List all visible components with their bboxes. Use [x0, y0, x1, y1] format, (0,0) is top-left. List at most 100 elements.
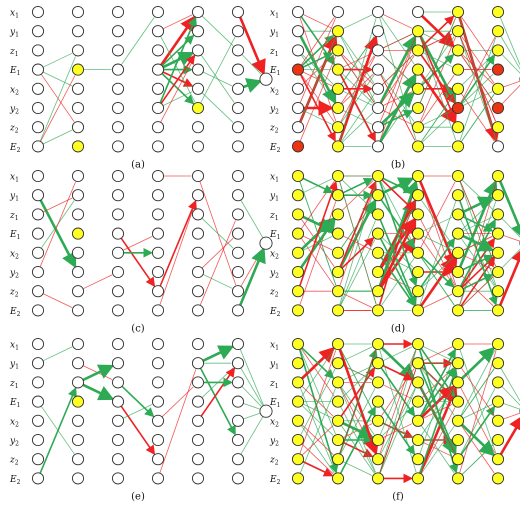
- neuron-node: [152, 377, 163, 388]
- input-label: E2: [9, 143, 21, 154]
- edge-negative: [40, 182, 75, 267]
- edge-negative: [500, 249, 520, 305]
- edge-positive: [202, 16, 233, 46]
- neuron-node: [452, 247, 463, 258]
- neuron-node: [72, 64, 83, 75]
- input-label: y2: [9, 269, 19, 280]
- neuron-node: [152, 170, 163, 181]
- neuron-node: [232, 434, 243, 445]
- neuron-node: [72, 286, 83, 297]
- neuron-node: [232, 396, 243, 407]
- neuron-node: [492, 209, 503, 220]
- neuron-node: [112, 286, 123, 297]
- neuron-node: [332, 286, 343, 297]
- neuron-node: [232, 266, 243, 277]
- neuron-node: [292, 102, 303, 113]
- neuron-node: [152, 122, 163, 133]
- neuron-node: [32, 434, 43, 445]
- edge-positive: [201, 368, 235, 434]
- neuron-node: [152, 64, 163, 75]
- input-label: E1: [9, 230, 20, 241]
- neuron-node: [32, 170, 43, 181]
- neuron-node: [452, 415, 463, 426]
- edge-positive: [201, 55, 234, 103]
- input-label: E1: [269, 398, 280, 409]
- neuron-node: [452, 102, 463, 113]
- neuron-node: [232, 358, 243, 369]
- edge-negative: [162, 387, 193, 417]
- neuron-node: [192, 473, 203, 484]
- neuron-node: [292, 170, 303, 181]
- edge-positive: [421, 239, 454, 287]
- neuron-node: [32, 377, 43, 388]
- neuron-node: [332, 454, 343, 465]
- neuron-node: [292, 64, 303, 75]
- neuron-node: [232, 209, 243, 220]
- neuron-node: [372, 45, 383, 56]
- neuron-node: [112, 358, 123, 369]
- neuron-node: [192, 338, 203, 349]
- neuron-node: [372, 26, 383, 37]
- edge-negative: [160, 201, 196, 305]
- neuron-node: [32, 305, 43, 316]
- input-label: E2: [269, 475, 281, 486]
- neuron-node: [412, 338, 423, 349]
- input-label: x2: [270, 249, 279, 260]
- neuron-node: [492, 190, 503, 201]
- neuron-node: [112, 64, 123, 75]
- input-label: y1: [9, 360, 19, 371]
- edge-negative: [83, 275, 112, 289]
- neuron-node: [372, 228, 383, 239]
- neuron-node: [152, 454, 163, 465]
- neuron-node: [372, 64, 383, 75]
- neuron-node: [412, 454, 423, 465]
- edge-positive: [301, 55, 334, 103]
- neuron-node: [412, 305, 423, 316]
- neuron-node: [32, 6, 43, 17]
- neuron-node: [292, 45, 303, 56]
- edge-negative: [201, 369, 234, 417]
- input-label: E2: [9, 307, 21, 318]
- neuron-node: [112, 434, 123, 445]
- neuron-node: [232, 338, 243, 349]
- edge-positive: [241, 368, 263, 406]
- neuron-node: [492, 141, 503, 152]
- neuron-node: [192, 26, 203, 37]
- neuron-node: [72, 415, 83, 426]
- neuron-node: [372, 83, 383, 94]
- neuron-node: [492, 64, 503, 75]
- neuron-node: [492, 228, 503, 239]
- input-label: x1: [10, 341, 19, 352]
- neuron-node: [372, 473, 383, 484]
- edge-negative: [343, 294, 372, 308]
- neuron-node: [232, 45, 243, 56]
- input-label: x1: [270, 173, 279, 184]
- input-label: y1: [9, 28, 19, 39]
- edge-positive: [341, 75, 374, 123]
- neuron-node: [292, 228, 303, 239]
- neuron-node: [412, 6, 423, 17]
- input-label: y2: [269, 437, 279, 448]
- neuron-node: [452, 454, 463, 465]
- neuron-node: [412, 102, 423, 113]
- panel-caption: (e): [131, 492, 145, 503]
- neuron-node: [152, 358, 163, 369]
- neuron-node: [452, 45, 463, 56]
- neuron-node: [112, 26, 123, 37]
- neuron-node: [292, 190, 303, 201]
- neuron-node: [372, 415, 383, 426]
- input-label: y1: [269, 192, 279, 203]
- input-label: y2: [269, 105, 279, 116]
- input-label: z1: [9, 47, 19, 58]
- edge-positive: [241, 200, 263, 238]
- neuron-node: [452, 141, 463, 152]
- neuron-node: [192, 228, 203, 239]
- neuron-node: [492, 338, 503, 349]
- neuron-node: [492, 247, 503, 258]
- neuron-node: [412, 141, 423, 152]
- edge-negative: [423, 347, 452, 361]
- input-label: E2: [269, 307, 281, 318]
